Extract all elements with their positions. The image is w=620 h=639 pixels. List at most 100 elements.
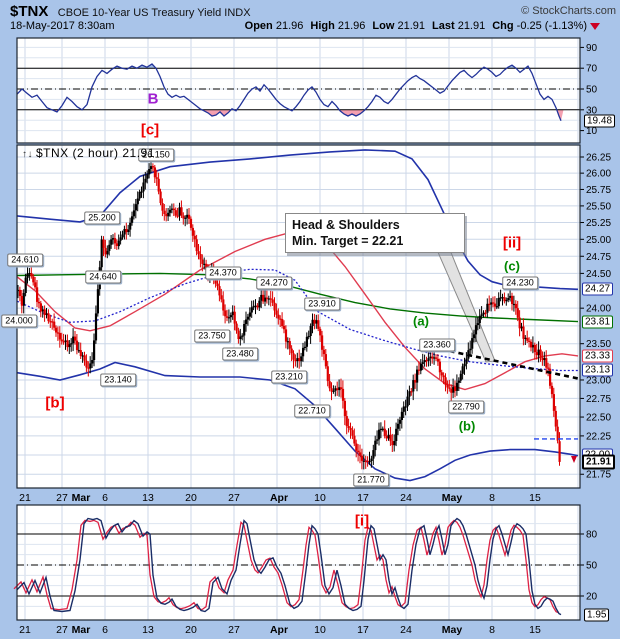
quote-value-last: 21.91 — [454, 20, 486, 32]
neckline-dashed — [431, 346, 579, 380]
candle-body — [66, 340, 69, 348]
candle-body — [362, 460, 365, 462]
candle-body — [246, 316, 250, 320]
candle-body — [480, 314, 483, 316]
pivot-price-label: 21.770 — [353, 473, 389, 487]
pivot-price-label: 23.750 — [194, 329, 230, 343]
candle-body — [273, 302, 276, 311]
candle-body — [433, 357, 436, 359]
candle-body — [151, 166, 155, 168]
candle-body — [106, 250, 109, 255]
xaxis-label: 10 — [314, 492, 326, 504]
candle-body — [262, 294, 265, 302]
axis-tick-label: 26.00 — [586, 169, 611, 180]
candle-body — [28, 273, 31, 275]
candle-body — [336, 388, 339, 390]
candle-body — [518, 317, 521, 329]
xaxis-label: 21 — [19, 624, 31, 636]
candle-body — [357, 450, 360, 453]
candle-body — [271, 299, 274, 303]
candle-body — [284, 329, 288, 342]
candle-body — [429, 356, 432, 359]
candle-body — [144, 178, 147, 183]
xaxis-label: May — [442, 492, 463, 504]
quote-strip: Open 21.96 High 21.96 Low 21.91 Last 21.91 C… — [238, 20, 600, 32]
symbol-description: CBOE 10-Year US Treasury Yield INDX — [57, 7, 251, 19]
candle-body — [150, 166, 153, 169]
callout-line2: Min. Target = 22.21 — [292, 234, 404, 248]
candle-body — [37, 301, 41, 304]
candle-body — [503, 297, 506, 302]
candle-body — [163, 210, 166, 214]
last-tick-down-arrow — [571, 456, 577, 463]
candle-body — [509, 295, 512, 298]
candle-body — [417, 369, 421, 371]
pivot-price-label: 24.270 — [256, 276, 292, 290]
candle-body — [53, 321, 56, 328]
candle-body — [239, 336, 242, 339]
candle-body — [32, 276, 35, 283]
candle-body — [74, 336, 77, 341]
candle-body — [108, 244, 111, 251]
candle-body — [176, 215, 179, 217]
xaxis-label: 20 — [185, 624, 197, 636]
candle-body — [113, 238, 117, 244]
axis-tick-label: 70 — [586, 64, 598, 75]
candle-body — [140, 191, 143, 193]
candle-body — [100, 239, 103, 268]
annotation-ii-label: [ii] — [502, 234, 522, 252]
candle-body — [385, 436, 388, 439]
candle-body — [393, 441, 396, 446]
candle-body — [279, 318, 282, 320]
candle-body — [227, 317, 231, 319]
chart-header: $TNX CBOE 10-Year US Treasury Yield INDX… — [0, 0, 620, 37]
candle-body — [184, 217, 187, 219]
candle-body — [359, 452, 362, 456]
candle-body — [62, 341, 65, 343]
candle-body — [501, 297, 504, 299]
axis-tick-label: 25.25 — [586, 218, 611, 229]
candle-body — [541, 357, 544, 361]
axis-value-box: 23.81 — [582, 315, 614, 329]
annotation-c-label: [c] — [140, 121, 160, 139]
candle-body — [237, 330, 240, 339]
header-quote-row: 18-May-2017 8:30am Open 21.96 High 21.96 L… — [10, 20, 614, 32]
candle-body — [322, 349, 326, 355]
change-down-arrow-icon — [590, 22, 600, 30]
candle-body — [277, 314, 280, 319]
updown-arrows-icon: ↑↓ — [22, 149, 33, 160]
candle-body — [241, 335, 244, 337]
candle-body — [290, 348, 293, 354]
candle-body — [334, 388, 337, 391]
candle-body — [442, 375, 445, 378]
callout-line1: Head & Shoulders — [292, 218, 400, 232]
candle-body — [146, 174, 149, 179]
candle-body — [49, 321, 52, 323]
candle-body — [406, 396, 409, 407]
candle-body — [115, 243, 118, 246]
pivot-price-label: 23.480 — [222, 347, 258, 361]
candle-body — [191, 227, 194, 236]
candle-body — [121, 234, 124, 238]
candle-body — [252, 306, 255, 308]
candle-body — [51, 321, 54, 323]
candle-body — [43, 309, 46, 315]
annotation-b-label: [b] — [45, 394, 65, 412]
dotted-ma-line — [16, 268, 578, 372]
candle-body — [543, 358, 546, 361]
candle-body — [461, 366, 464, 374]
candle-body — [364, 460, 367, 462]
candle-body — [216, 283, 219, 287]
candle-body — [533, 344, 536, 353]
quote-label-last: Last — [432, 20, 455, 32]
candle-body — [235, 323, 238, 331]
xaxis-label: 20 — [185, 492, 197, 504]
candle-body — [315, 320, 318, 324]
annotation-i-label: [i] — [354, 512, 370, 530]
candle-body — [165, 214, 168, 217]
candle-body — [85, 360, 88, 368]
candle-body — [136, 198, 139, 205]
candle-body — [328, 381, 331, 389]
candle-body — [326, 366, 329, 382]
xaxis-label: 13 — [142, 624, 154, 636]
